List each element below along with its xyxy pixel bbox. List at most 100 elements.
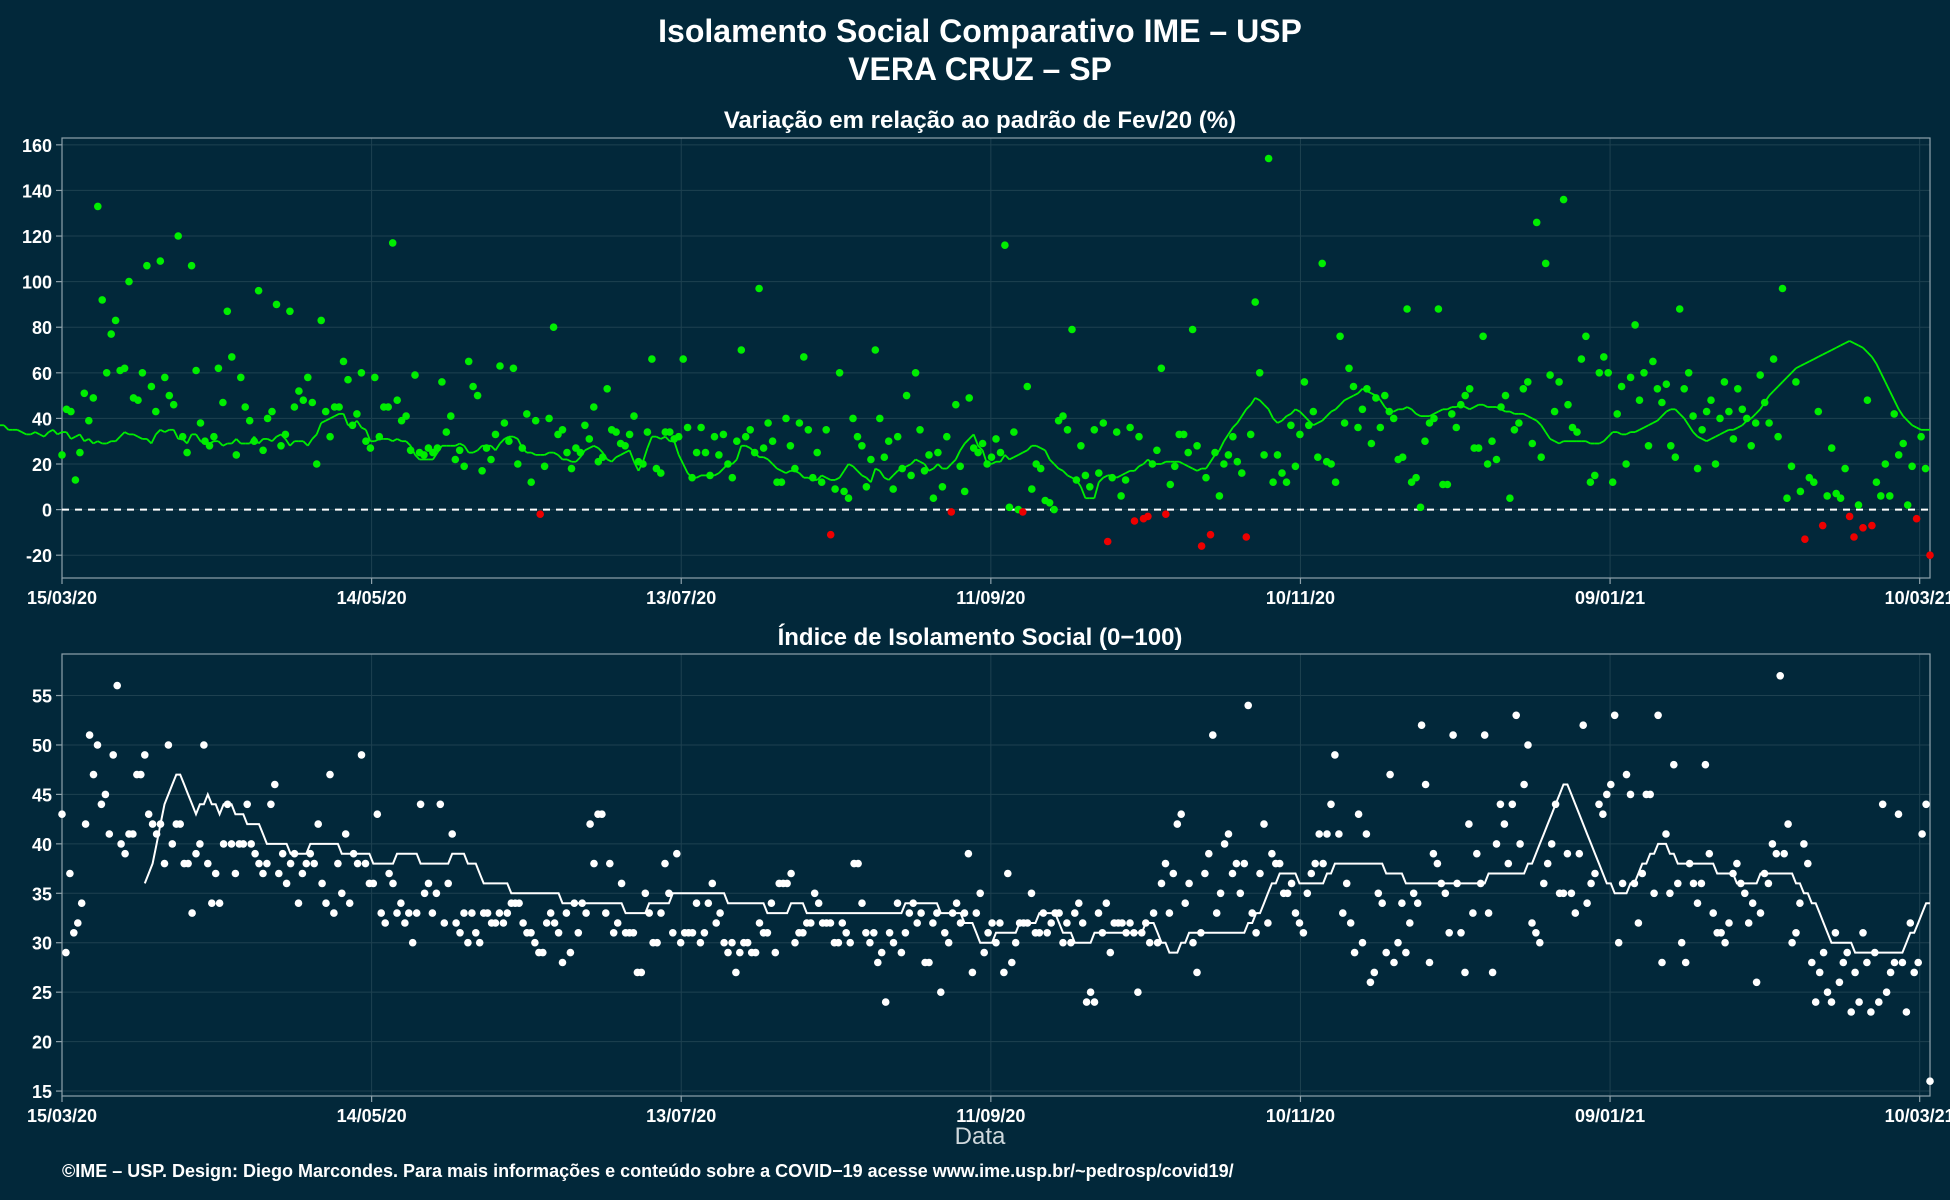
- moving-average-segment: [785, 470, 791, 474]
- moving-average-segment: [1822, 351, 1828, 356]
- moving-average-segment: [1259, 399, 1265, 406]
- data-point: [933, 909, 941, 917]
- moving-average-segment: [865, 477, 872, 483]
- moving-average-segment: [195, 433, 202, 442]
- data-point: [1465, 820, 1473, 828]
- moving-average-segment: [928, 467, 934, 472]
- data-point: [1291, 462, 1300, 471]
- data-point: [881, 998, 890, 1006]
- moving-average-segment: [615, 454, 622, 458]
- data-point: [1047, 919, 1055, 927]
- data-point: [612, 428, 620, 436]
- moving-average-segment: [1509, 410, 1515, 415]
- moving-average-segment: [1013, 454, 1019, 458]
- data-point: [558, 958, 567, 967]
- data-point: [433, 444, 442, 452]
- data-point: [1252, 929, 1260, 937]
- data-point: [746, 426, 754, 434]
- data-point: [884, 437, 893, 446]
- data-point: [708, 879, 717, 888]
- data-point: [302, 859, 311, 868]
- data-point: [1461, 968, 1469, 977]
- data-point: [448, 830, 457, 838]
- moving-average-segment: [856, 470, 863, 477]
- moving-average-segment: [660, 435, 666, 440]
- data-point: [412, 909, 421, 917]
- moving-average-segment: [231, 438, 237, 445]
- moving-average-segment: [1058, 467, 1064, 472]
- data-point: [858, 899, 866, 907]
- data-point: [905, 909, 914, 917]
- data-point: [1910, 968, 1918, 977]
- data-point: [1649, 357, 1657, 366]
- data-point: [1776, 672, 1784, 680]
- data-point: [1796, 899, 1804, 907]
- data-point: [1902, 1008, 1911, 1016]
- moving-average-segment: [1017, 451, 1024, 456]
- data-point: [1374, 889, 1383, 898]
- data-point: [1335, 830, 1343, 838]
- data-point: [353, 859, 362, 868]
- moving-average-segment: [633, 461, 640, 472]
- data-point: [1492, 455, 1501, 464]
- x-axis-label: Data: [955, 1123, 1006, 1150]
- data-point: [85, 731, 94, 739]
- moving-average-segment: [164, 429, 170, 433]
- data-point: [184, 859, 192, 868]
- data-point: [755, 919, 764, 927]
- data-point: [1296, 430, 1304, 439]
- data-point: [563, 448, 571, 457]
- data-point: [298, 869, 307, 878]
- data-point: [1725, 407, 1733, 416]
- data-point: [1336, 332, 1344, 341]
- data-point: [416, 800, 425, 809]
- data-point: [1711, 460, 1720, 468]
- data-point: [1130, 517, 1139, 525]
- data-point: [786, 442, 795, 450]
- data-point: [696, 938, 705, 947]
- data-point: [1236, 889, 1245, 898]
- moving-average-segment: [910, 458, 917, 465]
- data-point: [1875, 998, 1883, 1006]
- moving-average-segment: [387, 438, 394, 443]
- moving-average-segment: [1853, 342, 1859, 347]
- moving-average-segment: [276, 433, 282, 438]
- data-point: [1457, 929, 1465, 937]
- data-point: [245, 416, 254, 425]
- data-point: [1903, 501, 1912, 509]
- data-point: [384, 403, 393, 411]
- data-point: [1868, 521, 1876, 530]
- data-point: [1613, 410, 1621, 418]
- moving-average-segment: [1701, 438, 1707, 443]
- data-point: [1689, 879, 1698, 888]
- moving-average-segment: [932, 463, 939, 470]
- data-point: [290, 849, 299, 858]
- data-point: [666, 428, 674, 436]
- data-point: [432, 889, 441, 898]
- moving-average-segment: [977, 445, 984, 451]
- moving-average-segment: [490, 445, 497, 451]
- data-point: [263, 414, 272, 423]
- x-tick-label: 10/03/21: [1885, 1106, 1950, 1126]
- data-point: [1077, 442, 1085, 450]
- data-point: [1626, 373, 1635, 382]
- moving-average-segment: [888, 474, 894, 481]
- data-point: [1106, 948, 1115, 957]
- data-point: [1189, 938, 1197, 947]
- y-tick-label: 0: [42, 501, 52, 521]
- data-point: [1658, 958, 1666, 967]
- data-point: [771, 948, 780, 957]
- moving-average-segment: [432, 452, 439, 460]
- data-point: [1309, 407, 1318, 416]
- moving-average-segment: [593, 444, 599, 449]
- data-point: [330, 909, 338, 917]
- data-point: [1582, 332, 1590, 341]
- data-point: [809, 473, 817, 482]
- moving-average-segment: [1344, 397, 1350, 401]
- moving-average-segment: [646, 436, 653, 449]
- moving-average-segment: [1634, 429, 1640, 433]
- data-point: [1327, 800, 1335, 809]
- data-point: [228, 353, 236, 361]
- data-point: [956, 462, 964, 471]
- data-point: [1303, 889, 1312, 898]
